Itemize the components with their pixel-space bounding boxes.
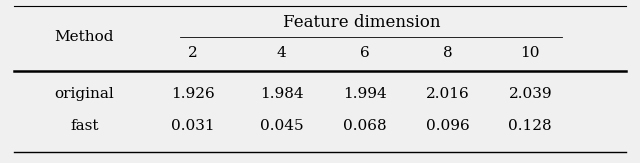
Text: Feature dimension: Feature dimension [283,14,440,31]
Text: 2.039: 2.039 [508,87,552,101]
Text: 2: 2 [188,46,197,60]
Text: 8: 8 [443,46,452,60]
Text: 0.045: 0.045 [260,119,303,133]
Text: 1.994: 1.994 [343,87,387,101]
Text: 6: 6 [360,46,369,60]
Text: 0.031: 0.031 [171,119,214,133]
Text: fast: fast [70,119,99,133]
Text: original: original [54,87,114,101]
Text: 4: 4 [277,46,287,60]
Text: 2.016: 2.016 [426,87,469,101]
Text: 0.128: 0.128 [508,119,552,133]
Text: 0.096: 0.096 [426,119,469,133]
Text: 0.068: 0.068 [343,119,387,133]
Text: Method: Method [54,30,114,44]
Text: 1.984: 1.984 [260,87,303,101]
Text: 1.926: 1.926 [171,87,214,101]
Text: 10: 10 [520,46,540,60]
